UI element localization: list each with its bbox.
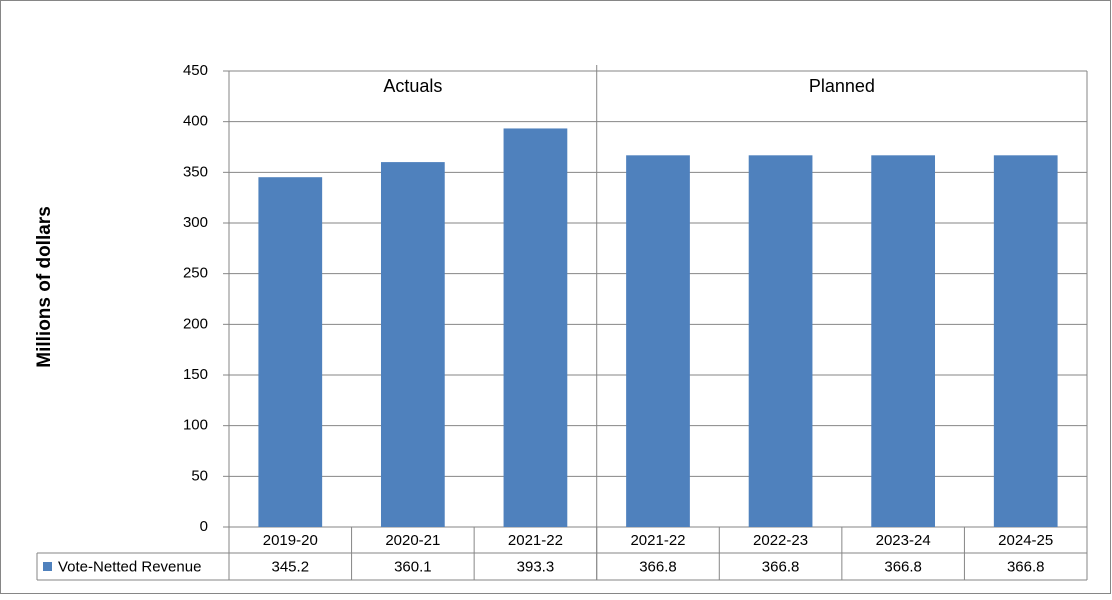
y-tick-label: 50 [191, 467, 208, 484]
legend-label: Vote-Netted Revenue [58, 558, 201, 575]
bar [871, 155, 936, 527]
bar [503, 128, 568, 527]
x-tick-label: 2020-21 [385, 532, 440, 549]
y-tick-label: 350 [183, 163, 208, 180]
table-value: 360.1 [394, 558, 432, 575]
x-tick-label: 2021-22 [630, 532, 685, 549]
bar [258, 177, 323, 527]
y-tick-label: 300 [183, 214, 208, 231]
bar [380, 162, 445, 527]
group-label: Planned [809, 76, 875, 96]
table-value: 393.3 [517, 558, 555, 575]
group-label: Actuals [383, 76, 442, 96]
bar [626, 155, 690, 527]
y-tick-label: 250 [183, 265, 208, 282]
legend-swatch [43, 562, 52, 571]
y-tick-label: 200 [183, 315, 208, 332]
bar [748, 155, 813, 527]
table-value: 366.8 [639, 558, 677, 575]
bar [993, 155, 1058, 527]
table-value: 366.8 [884, 558, 922, 575]
x-tick-label: 2024-25 [998, 532, 1053, 549]
y-tick-label: 100 [183, 417, 208, 434]
table-value: 366.8 [1007, 558, 1045, 575]
x-tick-label: 2019-20 [263, 532, 318, 549]
y-axis-title: Millions of dollars [34, 206, 55, 368]
x-tick-label: 2022-23 [753, 532, 808, 549]
table-value: 345.2 [272, 558, 310, 575]
x-tick-label: 2023-24 [876, 532, 931, 549]
x-tick-label: 2021-22 [508, 532, 563, 549]
y-tick-label: 400 [183, 113, 208, 130]
table-value: 366.8 [762, 558, 800, 575]
y-tick-label: 150 [183, 366, 208, 383]
y-tick-label: 0 [200, 518, 208, 535]
y-tick-label: 450 [183, 62, 208, 79]
